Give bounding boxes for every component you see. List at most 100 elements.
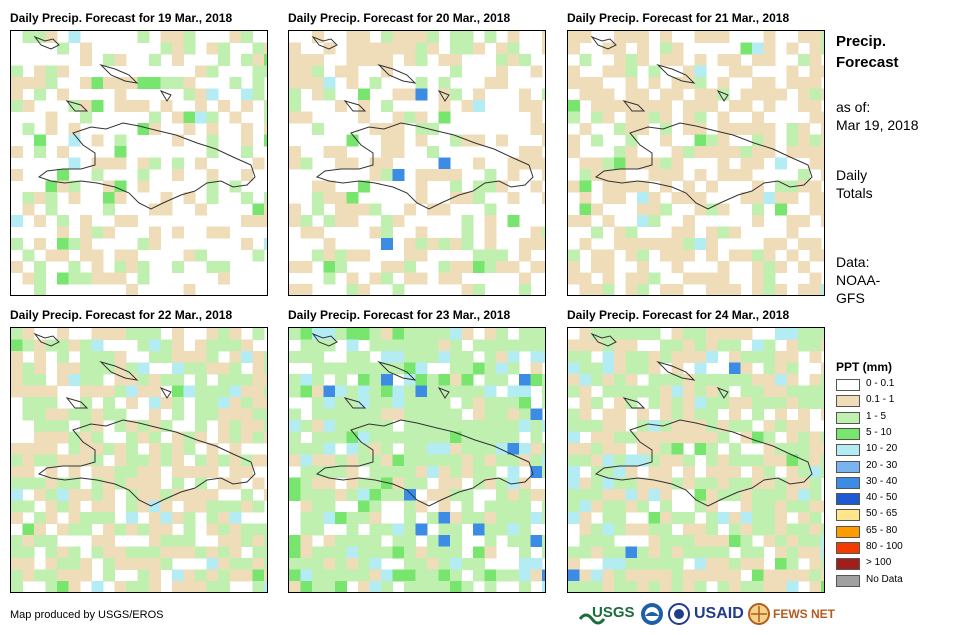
- precip-cell: [809, 374, 822, 386]
- precip-cell: [602, 157, 615, 170]
- precip-cell: [764, 593, 776, 594]
- precip-cell: [149, 328, 161, 340]
- precip-cell: [22, 454, 35, 467]
- precip-cell: [519, 339, 531, 352]
- precip-cell: [381, 272, 393, 285]
- precip-cell: [706, 558, 718, 570]
- precip-cell: [752, 593, 764, 594]
- precip-cell: [172, 157, 184, 170]
- precip-cell: [683, 249, 695, 262]
- precip-cell: [392, 31, 405, 43]
- precip-cell: [323, 397, 336, 409]
- precip-cell: [195, 362, 207, 375]
- precip-cell: [229, 546, 242, 559]
- precip-cell: [289, 535, 301, 547]
- precip-cell: [415, 362, 428, 375]
- precip-cell: [300, 420, 313, 432]
- precip-cell: [241, 420, 253, 432]
- precip-cell: [798, 477, 810, 490]
- precip-cell: [289, 100, 301, 112]
- precip-cell: [484, 512, 497, 524]
- precip-cell: [671, 157, 684, 170]
- precip-cell: [68, 272, 81, 285]
- precip-cell: [346, 284, 359, 295]
- precip-cell: [381, 42, 393, 55]
- precip-cell: [392, 215, 405, 227]
- precip-cell: [579, 512, 592, 524]
- precip-cell: [68, 157, 81, 170]
- precip-cell: [137, 431, 150, 444]
- precip-cell: [484, 500, 497, 513]
- precip-cell: [614, 420, 626, 432]
- precip-cell: [648, 385, 661, 398]
- precip-cell: [484, 581, 497, 592]
- precip-cell: [160, 489, 173, 501]
- precip-cell: [404, 477, 416, 490]
- precip-cell: [229, 362, 242, 375]
- precip-cell: [568, 351, 580, 363]
- precip-cell: [602, 535, 615, 547]
- precip-cell: [427, 351, 439, 363]
- precip-cell: [415, 546, 428, 559]
- precip-cell: [740, 397, 753, 409]
- precip-cell: [706, 569, 718, 582]
- precip-cell: [137, 569, 150, 582]
- precip-cell: [392, 328, 405, 340]
- precip-cell: [763, 88, 776, 101]
- precip-cell: [579, 238, 592, 250]
- precip-cell: [23, 593, 35, 594]
- precip-cell: [346, 272, 359, 285]
- precip-cell: [637, 296, 649, 297]
- precip-cell: [229, 512, 242, 524]
- precip-cell: [34, 454, 46, 467]
- precip-cell: [519, 328, 531, 340]
- precip-cell: [507, 466, 520, 478]
- precip-cell: [45, 123, 58, 135]
- precip-cell: [683, 272, 695, 285]
- precip-cell: [484, 477, 497, 490]
- precip-cell: [229, 535, 242, 547]
- precip-cell: [137, 489, 150, 501]
- precip-cell: [473, 284, 485, 295]
- precip-cell: [68, 374, 81, 386]
- precip-cell: [252, 65, 265, 78]
- precip-cell: [821, 581, 824, 592]
- precip-cell: [637, 385, 649, 398]
- precip-cell: [625, 546, 638, 559]
- precip-cell: [381, 374, 393, 386]
- precip-cell: [252, 328, 265, 340]
- precip-cell: [34, 420, 46, 432]
- precip-cell: [91, 431, 104, 444]
- precip-cell: [80, 374, 92, 386]
- precip-cell: [786, 523, 799, 536]
- precip-cell: [183, 31, 196, 43]
- legend-label: 0 - 0.1: [866, 378, 895, 389]
- precip-cell: [438, 111, 451, 124]
- precip-cell: [149, 77, 161, 89]
- precip-cell: [775, 443, 787, 455]
- precip-cell: [80, 408, 92, 421]
- precip-cell: [671, 546, 684, 559]
- precip-cell: [614, 146, 626, 158]
- precip-cell: [740, 500, 753, 513]
- precip-cell: [484, 215, 497, 227]
- precip-cell: [694, 420, 707, 432]
- precip-cell: [241, 192, 253, 204]
- precip-cell: [57, 408, 69, 421]
- precip-cell: [183, 111, 196, 124]
- precip-cell: [312, 546, 324, 559]
- precip-cell: [706, 477, 718, 490]
- precip-cell: [300, 443, 313, 455]
- precip-cell: [323, 385, 336, 398]
- precip-cell: [473, 546, 485, 559]
- precip-cell: [530, 180, 543, 193]
- precip-cell: [34, 88, 46, 101]
- precip-cell: [683, 65, 695, 78]
- precip-cell: [729, 226, 741, 239]
- precip-cell: [821, 385, 824, 398]
- precip-cell: [149, 581, 161, 592]
- precip-cell: [591, 111, 603, 124]
- precip-cell: [740, 351, 753, 363]
- precip-cell: [637, 489, 649, 501]
- island-outline: [343, 397, 367, 409]
